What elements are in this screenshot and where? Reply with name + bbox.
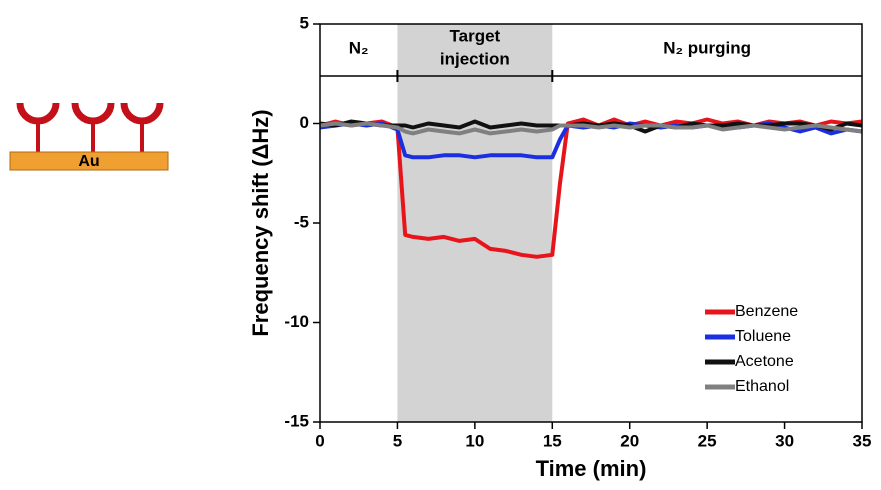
- receptor: [120, 102, 164, 125]
- au-icon: Au: [9, 102, 169, 171]
- phase-label: Target: [450, 26, 501, 45]
- plot-frame: [319, 23, 863, 423]
- legend-label: Toluene: [735, 328, 791, 345]
- injection-region: [397, 24, 553, 422]
- receptor: [16, 102, 60, 125]
- y-tick-label: -10: [284, 312, 309, 331]
- x-tick-label: 5: [393, 431, 402, 450]
- x-tick-label: 0: [315, 431, 324, 450]
- phase-label: N₂ purging: [663, 38, 751, 57]
- y-tick-label: 0: [300, 113, 309, 132]
- au-bar: [9, 151, 169, 171]
- x-tick-label: 25: [698, 431, 717, 450]
- y-tick-label: -5: [294, 212, 309, 231]
- x-tick-label: 30: [775, 431, 794, 450]
- receptor: [71, 102, 115, 125]
- x-tick-label: 10: [465, 431, 484, 450]
- x-tick-label: 15: [543, 431, 562, 450]
- x-tick-label: 20: [620, 431, 639, 450]
- x-axis-label: Time (min): [536, 456, 647, 481]
- x-tick-label: 35: [853, 431, 872, 450]
- legend-label: Acetone: [735, 353, 794, 370]
- au-label: Au: [78, 153, 99, 170]
- phase-label: injection: [440, 49, 510, 68]
- y-axis-label: Frequency shift (ΔHz): [248, 109, 273, 336]
- y-tick-label: 5: [300, 13, 309, 32]
- y-tick-label: -15: [284, 411, 309, 430]
- legend-label: Benzene: [735, 303, 798, 320]
- legend-label: Ethanol: [735, 378, 789, 395]
- phase-label: N₂: [349, 38, 369, 57]
- series-line: [319, 121, 863, 136]
